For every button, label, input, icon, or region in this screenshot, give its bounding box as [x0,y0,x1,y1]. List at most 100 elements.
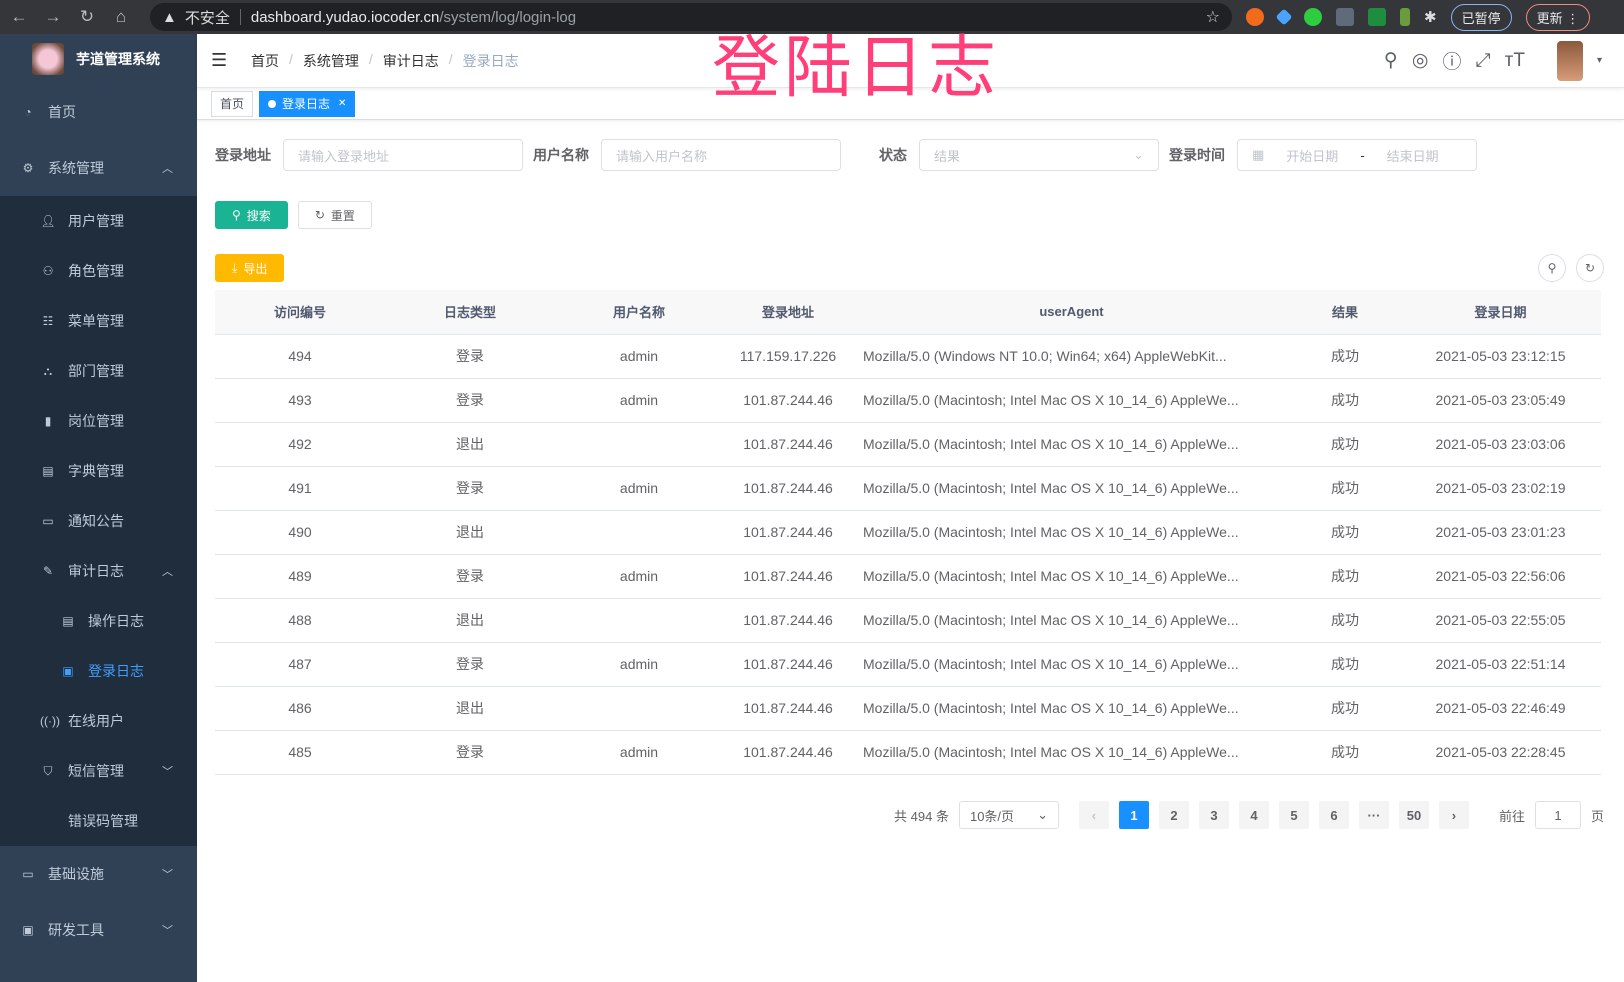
page-button[interactable]: 50 [1398,801,1429,829]
update-button[interactable]: 更新 ⋮ [1525,3,1591,31]
breadcrumb-item[interactable]: 首页 [251,52,279,69]
reload-icon[interactable]: ↻ [79,7,95,26]
table-cell: 成功 [1290,334,1400,379]
sidebar-item-16[interactable]: ▣ 研发工具 ﹀ [0,902,197,958]
tag-login-log[interactable]: 登录日志 ✕ [259,90,356,117]
address-input[interactable]: 请输入登录地址 [283,139,523,171]
bookmark-star-icon[interactable]: ☆ [1205,9,1220,26]
sidebar-item-9[interactable]: ✎ 审计日志 ︿ [0,546,197,596]
page-button[interactable]: 6 [1318,801,1349,829]
table-cell: 101.87.244.46 [723,642,853,687]
home-icon[interactable]: ⌂ [115,7,127,26]
font-size-icon[interactable]: ᴛT [1504,49,1525,71]
sidebar-item-2[interactable]: 👤︎ 用户管理 [0,196,197,246]
table-cell: 登录 [385,466,555,511]
table-cell: 492 [215,422,385,467]
table-row[interactable]: 487 登录 admin 101.87.244.46 Mozilla/5.0 (Maci… [215,642,1601,687]
sidebar-item-7[interactable]: ▤ 字典管理 [0,446,197,496]
page-button[interactable]: 1 [1118,801,1149,829]
date-range-picker[interactable]: ▦ 开始日期 - 结束日期 [1237,139,1477,171]
breadcrumb-item[interactable]: 审计日志 [382,52,439,69]
sidebar-item-13[interactable]: ⛉ 短信管理 ﹀ [0,746,197,796]
table-cell: admin [555,466,723,511]
refresh-icon[interactable]: ↻ [1576,254,1604,282]
back-icon[interactable]: ← [10,7,28,26]
table-cell: 退出 [385,686,555,731]
puzzle-icon[interactable]: ✱ [1424,9,1437,26]
sidebar-logo[interactable]: 芋道管理系统 [0,34,197,84]
close-icon[interactable]: ✕ [338,98,347,109]
table-cell: 101.87.244.46 [723,730,853,775]
next-page-button[interactable]: › [1438,801,1469,829]
table-row[interactable]: 489 登录 admin 101.87.244.46 Mozilla/5.0 (Maci… [215,554,1601,599]
sidebar-item-0[interactable]: ◔ 首页 [0,84,197,140]
sidebar: 芋道管理系统 ◔ 首页 ⚙ 系统管理 ︿ 👤︎ 用户管理 ⚇ 角色管理 ☷ 菜单管理 ⛬ 部门管理 ▮ 岗位… [0,34,197,982]
profile-button[interactable]: 已暂停 [1450,3,1512,31]
github-icon[interactable]: ◎ [1411,50,1429,71]
table-row[interactable]: 485 登录 admin 101.87.244.46 Mozilla/5.0 (Maci… [215,730,1601,775]
goto-page-input[interactable]: 1 [1534,801,1581,829]
sidebar-menu: ◔ 首页 ⚙ 系统管理 ︿ 👤︎ 用户管理 ⚇ 角色管理 ☷ 菜单管理 ⛬ 部门管理 ▮ 岗位管理 ▤ 字典管理… [0,84,197,958]
sidebar-item-11[interactable]: ▣ 登录日志 [0,646,197,696]
table-cell: 成功 [1290,510,1400,555]
table-row[interactable]: 494 登录 admin 117.159.17.226 Mozilla/5.0 (Win… [215,334,1601,379]
table-cell: 493 [215,378,385,423]
table-row[interactable]: 490 退出 101.87.244.46 Mozilla/5.0 (Macintosh… [215,510,1601,555]
sidebar-item-5[interactable]: ⛬ 部门管理 [0,346,197,396]
table-row[interactable]: 492 退出 101.87.244.46 Mozilla/5.0 (Macintosh… [215,422,1601,467]
username-input[interactable]: 请输入用户名称 [601,139,841,171]
total-count: 共 494 条 [894,808,949,824]
page-button[interactable]: 5 [1278,801,1309,829]
breadcrumb-item[interactable]: 系统管理 [302,52,359,69]
reset-button[interactable]: ↻ 重置 [297,201,372,229]
extension-icon[interactable] [1336,8,1354,26]
forward-icon[interactable]: → [44,7,62,26]
sidebar-item-6[interactable]: ▮ 岗位管理 [0,396,197,446]
sidebar-item-8[interactable]: ▭ 通知公告 [0,496,197,546]
chevron-up-icon: ︿ [162,163,173,175]
sidebar-item-1[interactable]: ⚙ 系统管理 ︿ [0,140,197,196]
tag-home[interactable]: 首页 [211,90,254,117]
table-row[interactable]: 486 退出 101.87.244.46 Mozilla/5.0 (Macintosh… [215,686,1601,731]
page-button[interactable]: ··· [1358,801,1389,829]
sidebar-item-10[interactable]: ▤ 操作日志 [0,596,197,646]
sidebar-item-12[interactable]: ((·)) 在线用户 [0,696,197,746]
extension-icon[interactable] [1400,8,1410,26]
hamburger-icon[interactable]: ☰ [211,50,228,70]
status-select[interactable]: 结果 ⌄ [919,139,1159,171]
extension-icon[interactable] [1275,8,1293,26]
extension-icon[interactable] [1368,8,1386,26]
page-size-select[interactable]: 10条/页 ⌄ [958,801,1059,829]
extension-icon[interactable] [1246,8,1264,26]
column-header: 日志类型 [385,290,555,335]
fullscreen-icon[interactable]: ⤢ [1475,49,1491,71]
page-button[interactable]: 4 [1238,801,1269,829]
sidebar-item-3[interactable]: ⚇ 角色管理 [0,246,197,296]
table-row[interactable]: 493 登录 admin 101.87.244.46 Mozilla/5.0 (Maci… [215,378,1601,423]
table-row[interactable]: 491 登录 admin 101.87.244.46 Mozilla/5.0 (Maci… [215,466,1601,511]
page-button[interactable]: 3 [1198,801,1229,829]
toggle-search-icon[interactable]: ⚲ [1538,254,1566,282]
caret-down-icon[interactable]: ▾ [1596,55,1602,66]
prev-page-button[interactable]: ‹ [1078,801,1109,829]
table-cell: 2021-05-03 23:02:19 [1400,466,1601,511]
question-icon[interactable]: ⓘ [1442,52,1462,73]
page-button[interactable]: 2 [1158,801,1189,829]
sidebar-item-15[interactable]: ▭ 基础设施 ﹀ [0,846,197,902]
avatar[interactable] [1556,40,1583,81]
sidebar-item-label: 菜单管理 [68,313,124,329]
search-icon[interactable]: ⚲ [1383,50,1398,71]
sidebar-item-label: 操作日志 [88,613,144,629]
chevron-down-icon: ﹀ [162,925,173,937]
address-bar[interactable]: ▲ 不安全 dashboard.yudao.iocoder.cn/system/… [150,3,1232,31]
sidebar-item-14[interactable]: 错误码管理 [0,796,197,846]
table-cell: 退出 [385,422,555,467]
sidebar-item-label: 短信管理 [68,763,124,779]
search-label: 搜索 [246,208,271,223]
export-button[interactable]: ⤓ 导出 [215,254,285,282]
search-button[interactable]: ⚲ 搜索 [215,201,288,229]
extension-icon[interactable] [1304,8,1322,26]
table-row[interactable]: 488 退出 101.87.244.46 Mozilla/5.0 (Macintosh… [215,598,1601,643]
sidebar-item-4[interactable]: ☷ 菜单管理 [0,296,197,346]
table-cell: 490 [215,510,385,555]
